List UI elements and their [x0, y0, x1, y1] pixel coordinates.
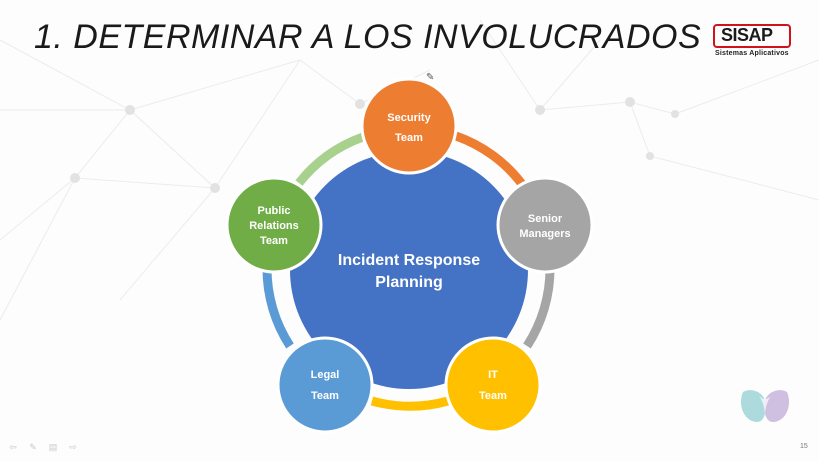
slide-navigation-bar: ⇦ ✎ ▤ ⇨ [6, 443, 80, 452]
node-security-line2: Team [395, 132, 423, 144]
ring-arc-public [295, 132, 365, 186]
page-number: 15 [800, 443, 808, 450]
node-it-line2: Team [479, 390, 507, 402]
pointer-pen-icon: ✎ [426, 72, 435, 83]
node-pr-line1: Public [257, 205, 290, 217]
logo-name: SISAP [721, 25, 773, 45]
slide-title: 1. DETERMINAR A LOS INVOLUCRADOS [34, 18, 702, 56]
ring-arc-security [454, 131, 526, 187]
node-pr-line3: Team [260, 235, 288, 247]
node-pr-line2: Relations [249, 220, 299, 232]
ring-arc-legal [262, 267, 294, 349]
node-senior-line1: Senior [528, 213, 563, 225]
node-senior-line2: Managers [519, 228, 570, 240]
center-label-line2: Planning [375, 274, 443, 291]
logo-subtitle: Sistemas Aplicativos [715, 50, 789, 57]
logo-frame [713, 24, 791, 48]
corner-decorative-logo [740, 390, 790, 422]
sisap-logo: SISAP Sistemas Aplicativos [713, 24, 793, 62]
node-security-team[interactable]: Security Team [360, 77, 458, 175]
node-legal-team[interactable]: Legal Team [276, 336, 374, 434]
node-it-team[interactable]: IT Team [444, 336, 542, 434]
forward-arrow-icon[interactable]: ⇨ [69, 442, 77, 452]
center-circle [290, 151, 528, 389]
ring-arc-senior [523, 267, 555, 349]
node-it-line1: IT [488, 369, 498, 381]
ring-arc-it [370, 396, 450, 411]
node-senior-managers[interactable]: Senior Managers [496, 176, 594, 274]
node-legal-line2: Team [311, 390, 339, 402]
pen-icon[interactable]: ✎ [29, 442, 37, 452]
back-arrow-icon[interactable]: ⇦ [9, 442, 17, 452]
node-public-relations-team[interactable]: Public Relations Team [225, 176, 323, 274]
node-legal-line1: Legal [311, 369, 340, 381]
center-label-line1: Incident Response [338, 252, 480, 269]
slides-icon[interactable]: ▤ [48, 442, 58, 452]
node-security-line1: Security [387, 112, 431, 124]
